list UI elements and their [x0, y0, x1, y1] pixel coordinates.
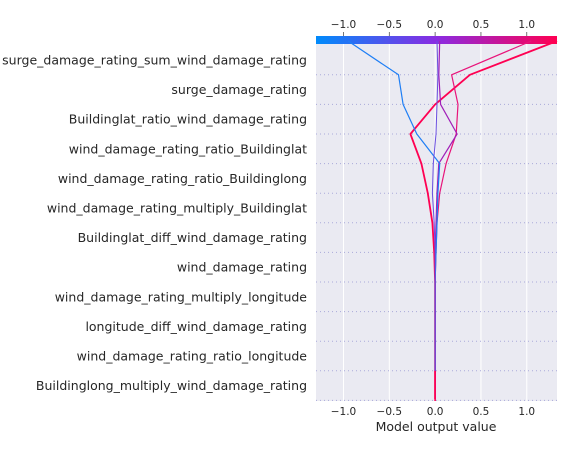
colorbar-strip: [316, 36, 557, 44]
top-tick-label-1: −0.5: [377, 19, 403, 31]
feature-label-4: wind_damage_rating_ratio_Buildinglong: [58, 171, 307, 186]
x-axis-title: Model output value: [376, 419, 497, 434]
top-tick-label-2: 0.0: [427, 19, 444, 31]
bottom-tick-label-2: 0.0: [427, 406, 444, 418]
feature-label-10: wind_damage_rating_ratio_longitude: [77, 349, 308, 364]
feature-label-6: Buildinglat_diff_wind_damage_rating: [78, 230, 307, 245]
feature-label-1: surge_damage_rating: [171, 82, 307, 97]
feature-label-8: wind_damage_rating_multiply_longitude: [55, 289, 308, 304]
feature-label-3: wind_damage_rating_ratio_Buildinglat: [69, 141, 307, 156]
bottom-tick-label-4: 1.0: [518, 406, 535, 418]
bottom-tick-label-0: −1.0: [331, 406, 357, 418]
top-tick-label-0: −1.0: [331, 19, 357, 31]
bottom-tick-label-1: −0.5: [377, 406, 403, 418]
decision-lines: [347, 40, 558, 401]
bottom-tick-label-3: 0.5: [473, 406, 490, 418]
top-tick-label-4: 1.0: [518, 19, 535, 31]
decision-line-4: [431, 40, 439, 399]
feature-labels: surge_damage_rating_sum_wind_damage_rati…: [2, 53, 307, 394]
bottom-tick-labels: −1.0 −0.5 0.0 0.5 1.0: [331, 406, 535, 418]
feature-label-11: Buildinglong_multiply_wind_damage_rating: [36, 378, 307, 393]
top-tick-label-3: 0.5: [473, 19, 490, 31]
feature-label-2: Buildinglat_ratio_wind_damage_rating: [69, 112, 307, 127]
feature-label-0: surge_damage_rating_sum_wind_damage_rati…: [2, 53, 307, 68]
top-tick-labels: −1.0 −0.5 0.0 0.5 1.0: [331, 19, 535, 36]
colorbar: [316, 36, 557, 44]
feature-label-7: wind_damage_rating: [177, 260, 307, 275]
feature-label-5: wind_damage_rating_multiply_Buildinglat: [47, 201, 307, 216]
feature-label-9: longitude_diff_wind_damage_rating: [85, 319, 307, 334]
